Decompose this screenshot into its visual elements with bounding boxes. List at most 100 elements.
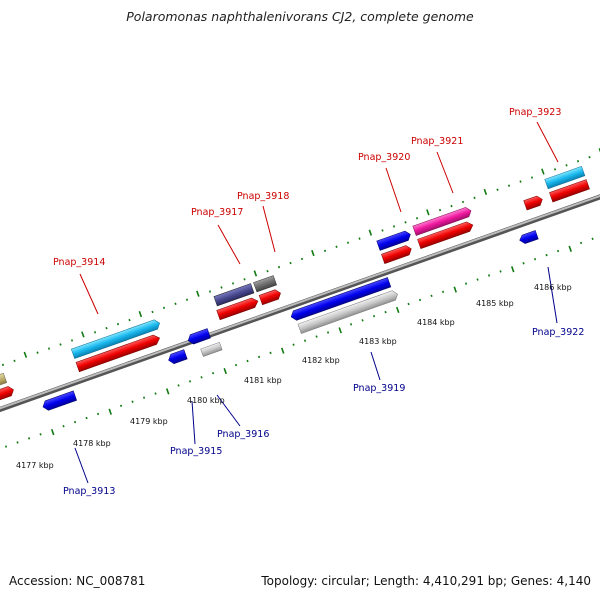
gene-red-4[interactable] — [381, 244, 413, 264]
gene-pnap-3923[interactable] — [544, 166, 586, 190]
gene-red-6[interactable] — [523, 195, 544, 211]
ruler-label: 4177 kbp — [16, 461, 54, 470]
gene-pnap-3914[interactable] — [70, 318, 161, 359]
ruler-tick — [392, 225, 396, 228]
gene-pnap-3916-blue[interactable] — [186, 328, 211, 346]
ruler-tick — [16, 441, 19, 444]
gene-pnap-3916[interactable] — [200, 341, 223, 357]
ruler-tick — [553, 168, 557, 171]
gene-pnap-3915[interactable] — [167, 349, 188, 365]
gene-pnap-3921[interactable] — [412, 206, 473, 236]
genome-track — [0, 148, 600, 448]
ruler-tick — [81, 331, 85, 338]
ruler-tick — [151, 310, 154, 314]
ruler-tick — [257, 355, 261, 359]
gene-labels-bottom: Pnap_3913 Pnap_3915 Pnap_3916 Pnap_3919 … — [63, 327, 584, 497]
ruler-tick — [404, 221, 407, 224]
ruler-tick — [453, 286, 457, 293]
ruler-tick — [223, 367, 227, 375]
ruler-tick — [461, 200, 465, 204]
ruler-tick — [361, 319, 364, 322]
ruler-tick — [556, 249, 560, 253]
ruler-tick — [372, 314, 376, 318]
ruler-label: 4179 kbp — [130, 417, 168, 426]
ruler-tick — [418, 298, 422, 302]
ruler-tick — [473, 196, 476, 200]
ruler-tick — [311, 249, 315, 257]
gene-khaki[interactable] — [0, 372, 8, 392]
gene-pnap-3919[interactable] — [297, 289, 399, 334]
ruler-tick — [36, 351, 39, 354]
gene-pnap-3919-blue[interactable] — [289, 277, 392, 321]
label-pnap-3918[interactable]: Pnap_3918 — [237, 191, 289, 202]
ruler-tick — [231, 282, 235, 285]
ruler-tick — [384, 310, 387, 314]
ruler-tick — [303, 339, 307, 342]
ruler-tick — [208, 290, 212, 293]
ruler-tick — [487, 274, 491, 277]
label-pnap-3915[interactable]: Pnap_3915 — [170, 446, 222, 457]
ruler-tick — [358, 237, 361, 240]
label-pnap-3920[interactable]: Pnap_3920 — [358, 152, 410, 163]
ruler-tick — [177, 384, 180, 387]
gene-pnap-3917[interactable] — [213, 283, 255, 307]
ruler-tick — [220, 286, 223, 289]
ruler-tick — [381, 229, 384, 232]
gene-red-1[interactable] — [75, 333, 161, 373]
ruler-tick — [165, 388, 170, 395]
label-pnap-3913[interactable]: Pnap_3913 — [63, 486, 115, 497]
ruler-tick — [253, 270, 258, 277]
ruler-tick — [598, 148, 600, 155]
backbone — [0, 160, 600, 446]
ruler-tick — [70, 339, 74, 342]
ruler-tick — [116, 322, 120, 326]
ruler-tick — [39, 433, 42, 436]
gene-red-8[interactable] — [0, 385, 15, 405]
label-pnap-3921[interactable]: Pnap_3921 — [411, 136, 463, 147]
ruler-tick — [128, 318, 131, 322]
ruler-tick — [142, 396, 146, 399]
label-pnap-3922[interactable]: Pnap_3922 — [532, 327, 584, 338]
ruler-tick — [280, 347, 285, 354]
gene-pnap-3918[interactable] — [253, 275, 277, 293]
ruler-labels: 4177 kbp 4178 kbp 4179 kbp 4180 kbp 4181… — [16, 283, 572, 470]
gene-pnap-3922[interactable] — [518, 230, 539, 244]
ruler-tick — [85, 416, 88, 420]
ruler-tick — [576, 160, 580, 163]
ruler-tick — [591, 237, 594, 241]
ruler-tick — [131, 400, 134, 403]
ruler-tick — [23, 351, 28, 358]
ruler-tick — [292, 343, 295, 346]
ruler-tick — [533, 257, 537, 261]
ruler-tick — [200, 376, 203, 379]
ruler-tick — [62, 424, 65, 428]
ruler-tick — [266, 269, 269, 273]
label-pnap-3916[interactable]: Pnap_3916 — [217, 429, 269, 440]
gene-red-5[interactable] — [417, 220, 474, 250]
ruler-tick — [27, 437, 31, 440]
ruler-tick — [395, 306, 400, 314]
ruler-tick — [346, 241, 350, 244]
gene-red-2[interactable] — [216, 296, 260, 321]
leader-lines — [74, 121, 559, 484]
ruler-tick — [522, 262, 525, 265]
ruler-label: 4180 kbp — [187, 396, 225, 405]
ruler-tick — [430, 294, 433, 298]
ruler-tick — [196, 290, 200, 297]
ruler-tick — [315, 335, 318, 338]
ruler-tick — [243, 278, 246, 281]
ruler-label: 4182 kbp — [302, 356, 340, 365]
ruler-label: 4181 kbp — [244, 376, 282, 385]
gene-red-3[interactable] — [258, 288, 282, 306]
gene-pnap-3913[interactable] — [41, 390, 77, 412]
ruler-tick — [426, 209, 430, 216]
topology-text: Topology: circular; Length: 4,410,291 bp… — [261, 574, 591, 588]
ruler-tick — [326, 331, 330, 334]
ruler-tick — [545, 253, 548, 257]
gene-pnap-3920[interactable] — [376, 230, 412, 251]
label-pnap-3923[interactable]: Pnap_3923 — [509, 107, 561, 118]
label-pnap-3914[interactable]: Pnap_3914 — [53, 257, 105, 268]
gene-red-7[interactable] — [549, 179, 590, 203]
label-pnap-3917[interactable]: Pnap_3917 — [191, 207, 243, 218]
label-pnap-3919[interactable]: Pnap_3919 — [353, 383, 405, 394]
